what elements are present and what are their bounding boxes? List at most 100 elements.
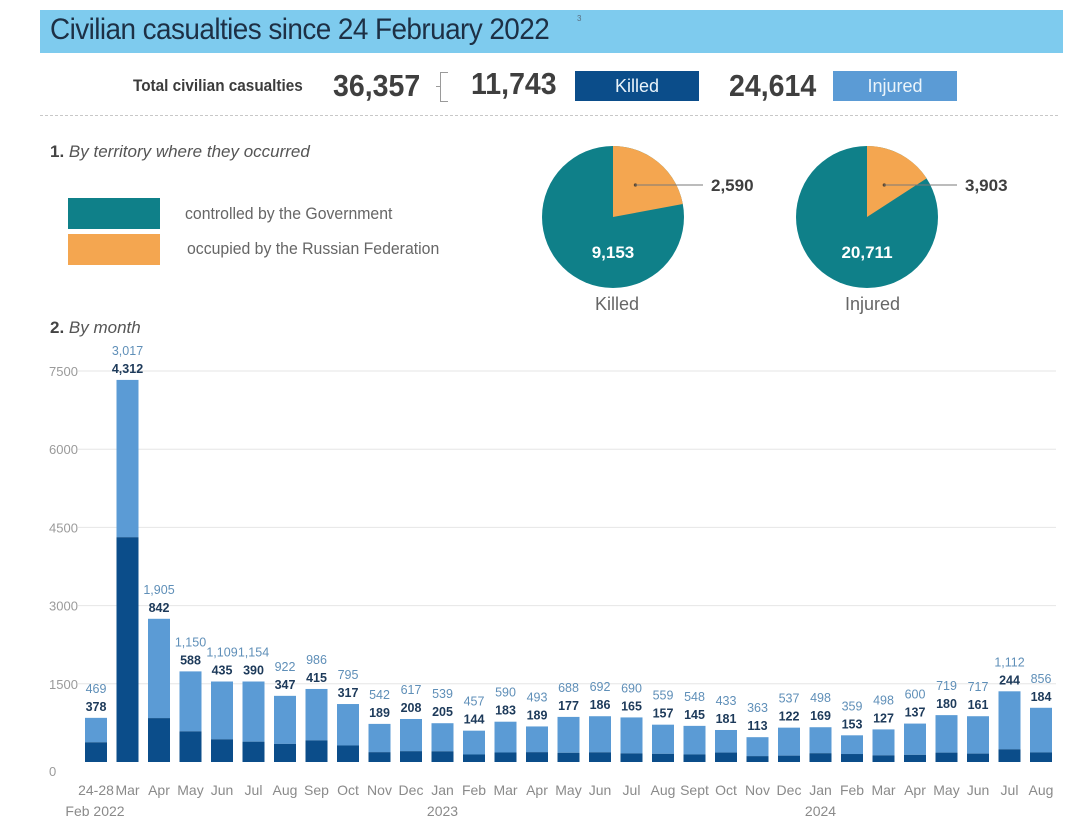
bar-injured [778, 727, 800, 756]
bar-label-killed: 588 [180, 653, 201, 667]
bar-killed [620, 753, 643, 762]
bar-label-killed: 165 [621, 699, 642, 713]
bar-injured [809, 727, 832, 754]
bar-killed [305, 740, 328, 762]
y-tick-label: 0 [49, 764, 56, 779]
bar-injured [368, 723, 391, 753]
bar-injured [1030, 707, 1052, 753]
bar-label-killed: 390 [243, 664, 264, 678]
bar-label-injured: 617 [401, 683, 422, 697]
bar-label-killed: 378 [86, 700, 107, 714]
bar-label-killed: 317 [338, 686, 359, 700]
bar-injured [400, 718, 422, 752]
bar-injured [494, 721, 517, 753]
bar-killed [148, 718, 170, 762]
y-tick-label: 3000 [49, 599, 78, 614]
bar-label-injured: 493 [527, 690, 548, 704]
y-tick-label: 7500 [49, 364, 78, 379]
x-tick-label: Aug [1029, 782, 1054, 798]
bar-injured [463, 730, 485, 755]
bar-label-injured: 692 [590, 680, 611, 694]
pie-slice-occupied [613, 146, 683, 217]
bar-injured [746, 737, 769, 757]
bar-label-killed: 4,312 [112, 362, 143, 376]
bar-injured [841, 735, 863, 755]
x-tick-label: May [933, 782, 959, 798]
x-tick-label: Feb [462, 782, 486, 798]
bar-label-killed: 435 [212, 664, 233, 678]
bar-injured [589, 716, 611, 753]
bar-killed [1030, 752, 1052, 762]
x-tick-label: Dec [777, 782, 802, 798]
section-2-title: 2. By month [50, 318, 141, 338]
bar-label-injured: 717 [968, 680, 989, 694]
bar-killed [526, 752, 548, 762]
x-tick-label: Sep [304, 782, 329, 798]
pie-killed-caption: Killed [595, 294, 640, 314]
bracket-divider [436, 72, 448, 102]
bar-label-killed: 177 [558, 699, 579, 713]
killed-total-value: 11,743 [471, 66, 557, 101]
x-tick-label: Jun [967, 782, 990, 798]
bar-killed [368, 752, 391, 762]
x-tick-label: Sept [680, 782, 709, 798]
page-title: Civilian casualties since 24 February 20… [50, 13, 550, 46]
bar-label-killed: 184 [1031, 690, 1052, 704]
bar-killed [589, 752, 611, 762]
bar-label-injured: 539 [432, 687, 453, 701]
bar-killed [715, 752, 737, 762]
bar-killed [463, 754, 485, 762]
bar-label-killed: 415 [306, 671, 327, 685]
section-1-heading: By territory where they occurred [68, 142, 310, 161]
bar-label-killed: 842 [149, 601, 170, 615]
bar-killed [179, 731, 202, 762]
bar-label-killed: 144 [464, 713, 485, 727]
section-1-title: 1. By territory where they occurred [50, 142, 310, 162]
pie-injured-caption: Injured [845, 294, 901, 314]
bar-injured [274, 695, 296, 744]
bar-killed [274, 743, 296, 762]
bar-killed [557, 752, 580, 762]
bar-label-killed: 183 [495, 704, 516, 718]
y-tick-label: 4500 [49, 520, 78, 535]
bar-killed [85, 742, 107, 762]
x-tick-label: Mar [871, 782, 895, 798]
bar-injured [557, 716, 580, 753]
bar-label-injured: 363 [747, 701, 768, 715]
bar-injured [337, 704, 359, 746]
divider-line [40, 115, 1058, 116]
bar-label-killed: 153 [842, 717, 863, 731]
bar-label-injured: 986 [306, 653, 327, 667]
bar-killed [116, 537, 139, 762]
bar-killed [400, 751, 422, 762]
x-tick-label: Jun [589, 782, 612, 798]
bar-injured [620, 717, 643, 754]
bar-injured [715, 729, 737, 753]
x-tick-label: Nov [367, 782, 392, 798]
x-tick-label: May [177, 782, 203, 798]
bar-injured [904, 723, 926, 755]
bar-label-injured: 1,150 [175, 635, 206, 649]
bar-injured [242, 681, 265, 742]
bar-label-killed: 189 [527, 708, 548, 722]
bar-label-injured: 433 [716, 694, 737, 708]
bar-label-killed: 244 [999, 673, 1020, 687]
bar-label-killed: 186 [590, 698, 611, 712]
bar-label-killed: 137 [905, 706, 926, 720]
bar-label-injured: 1,109 [206, 646, 237, 660]
bar-label-injured: 719 [936, 679, 957, 693]
bar-label-killed: 347 [275, 678, 296, 692]
bar-label-injured: 537 [779, 692, 800, 706]
x-tick-label: Feb [840, 782, 864, 798]
x-tick-label: Apr [148, 782, 170, 798]
bar-label-injured: 922 [275, 660, 296, 674]
bar-label-injured: 590 [495, 686, 516, 700]
bar-killed [778, 755, 800, 762]
x-tick-label: Jul [623, 782, 641, 798]
bar-injured [967, 716, 989, 754]
x-tick-label: Dec [399, 782, 424, 798]
bar-injured [998, 691, 1021, 750]
bar-label-injured: 498 [873, 693, 894, 707]
bar-label-injured: 600 [905, 688, 926, 702]
